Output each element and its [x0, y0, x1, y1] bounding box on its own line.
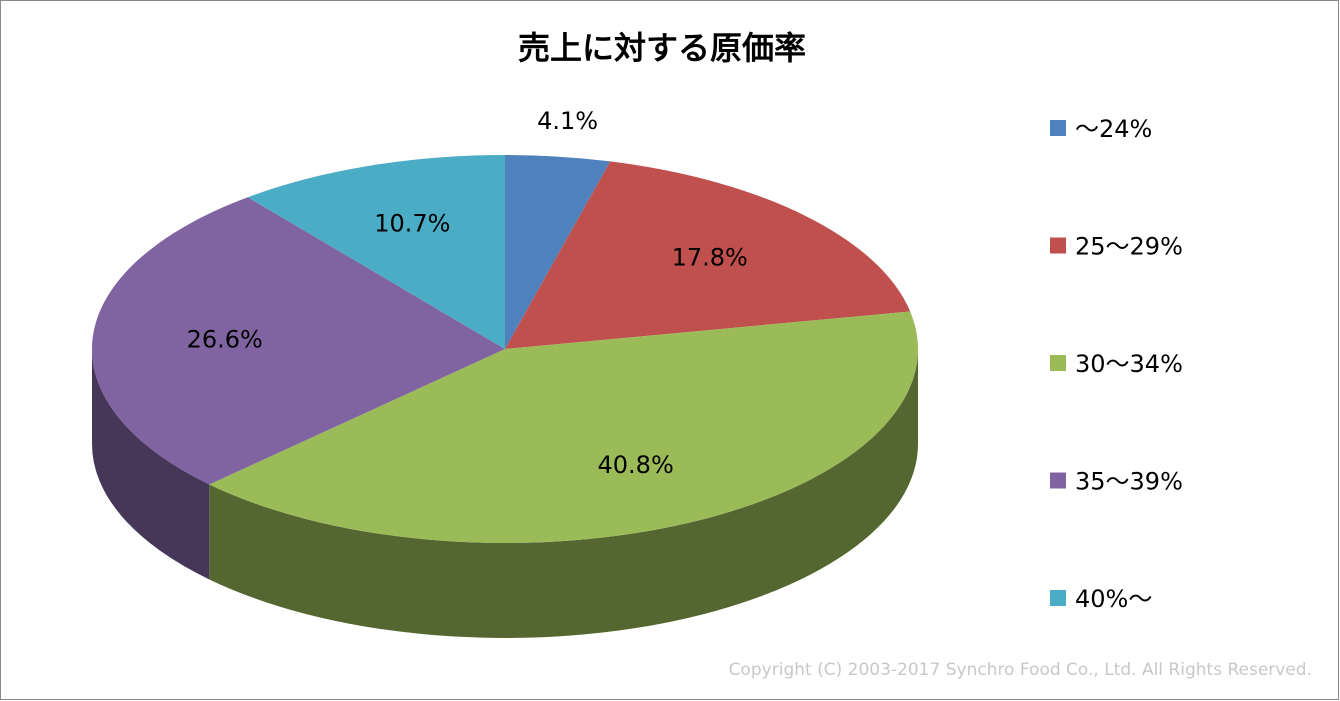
legend-swatch: [1050, 120, 1066, 136]
chart-title: 売上に対する原価率: [518, 29, 806, 67]
pie-slice: [209, 311, 919, 544]
legend-label: ～24%: [1075, 115, 1152, 143]
legend-swatch: [1050, 237, 1066, 254]
value-label: 10.7%: [374, 209, 450, 237]
pie-slice: [505, 155, 611, 349]
legend-label: 30～34%: [1075, 350, 1183, 378]
pie-side: [92, 349, 210, 580]
value-label: 17.8%: [672, 244, 748, 272]
legend-label: 25～29%: [1075, 233, 1183, 261]
legend-swatch: [1050, 355, 1066, 371]
value-label: 4.1%: [537, 107, 598, 135]
copyright: Copyright (C) 2003-2017 Synchro Food Co.…: [729, 660, 1312, 680]
legend-swatch: [1050, 472, 1066, 489]
value-label: 26.6%: [187, 326, 263, 354]
pie-slice: [91, 197, 506, 485]
pie-side: [209, 349, 918, 638]
legend-swatch: [1050, 590, 1066, 606]
legend-label: 40%～: [1075, 585, 1152, 613]
legend-label: 35～39%: [1075, 468, 1183, 496]
pie-slice: [247, 155, 506, 349]
value-label: 40.8%: [598, 451, 674, 479]
pie-slice: [505, 161, 911, 349]
